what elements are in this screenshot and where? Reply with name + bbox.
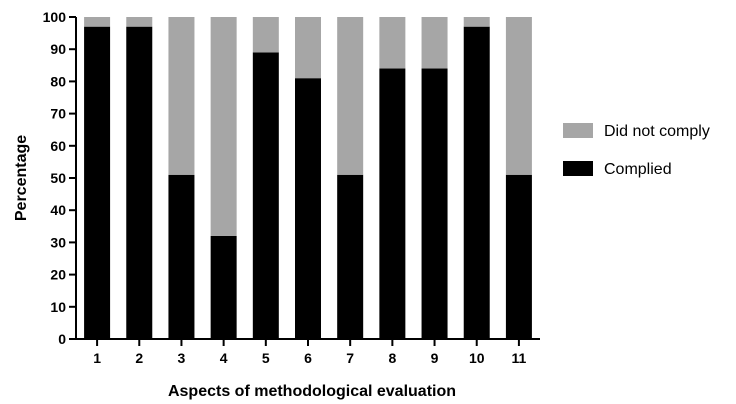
bar-did-not-comply-7 — [337, 17, 364, 175]
y-tick-label-60: 60 — [50, 138, 66, 154]
bar-did-not-comply-10 — [463, 17, 490, 27]
y-tick-label-100: 100 — [43, 9, 67, 25]
bar-complied-6 — [295, 78, 321, 340]
bar-complied-5 — [252, 52, 279, 340]
y-tick-label-30: 30 — [50, 234, 66, 250]
y-tick-label-50: 50 — [50, 170, 66, 186]
legend-swatch-complied — [563, 161, 593, 176]
y-tick-label-10: 10 — [50, 299, 66, 315]
legend-label-did-not-comply: Did not comply — [604, 123, 710, 140]
bar-complied-4 — [210, 235, 237, 339]
y-tick-label-20: 20 — [50, 267, 66, 283]
x-tick-label-8: 8 — [388, 350, 396, 366]
bar-did-not-comply-11 — [505, 17, 532, 175]
bar-did-not-comply-1 — [84, 17, 111, 27]
bar-complied-2 — [126, 26, 153, 339]
x-tick-label-11: 11 — [512, 350, 527, 366]
bar-complied-7 — [337, 174, 364, 339]
x-axis-title: Aspects of methodological evaluation — [168, 383, 456, 400]
x-tick-label-5: 5 — [262, 350, 270, 366]
y-tick-label-80: 80 — [50, 73, 66, 89]
bar-did-not-comply-2 — [126, 17, 153, 27]
y-axis-title: Percentage — [13, 135, 30, 221]
x-tick-label-6: 6 — [304, 350, 312, 366]
x-tick-label-4: 4 — [220, 350, 228, 366]
y-tick-label-0: 0 — [58, 331, 66, 347]
x-tick-label-9: 9 — [431, 350, 439, 366]
legend: Did not comply Complied — [563, 123, 710, 178]
bar-did-not-comply-4 — [210, 17, 237, 236]
x-tick-label-2: 2 — [135, 350, 143, 366]
x-tick-label-3: 3 — [178, 350, 186, 366]
bar-did-not-comply-9 — [421, 17, 448, 69]
x-tick-label-1: 1 — [93, 350, 101, 366]
bar-complied-10 — [463, 26, 490, 339]
legend-swatch-did-not-comply — [563, 123, 593, 138]
axes-group: 0 10 20 30 40 50 60 70 80 90 100 1 2 3 4 5 6 7 8 9 10 11 — [43, 9, 540, 366]
x-tick-label-10: 10 — [469, 350, 485, 366]
y-tick-label-40: 40 — [50, 202, 66, 218]
bar-did-not-comply-8 — [379, 17, 406, 69]
bar-did-not-comply-5 — [252, 17, 279, 53]
bar-complied-1 — [84, 26, 111, 339]
y-tick-label-90: 90 — [50, 41, 66, 57]
bar-complied-8 — [379, 68, 406, 340]
bar-did-not-comply-3 — [168, 17, 195, 175]
x-tick-label-7: 7 — [346, 350, 354, 366]
bars-group — [84, 17, 532, 340]
bar-complied-11 — [505, 174, 532, 339]
bar-complied-9 — [421, 68, 448, 340]
bar-did-not-comply-6 — [295, 17, 321, 79]
bar-complied-3 — [168, 174, 195, 339]
legend-label-complied: Complied — [604, 161, 672, 178]
y-tick-label-70: 70 — [50, 106, 66, 122]
